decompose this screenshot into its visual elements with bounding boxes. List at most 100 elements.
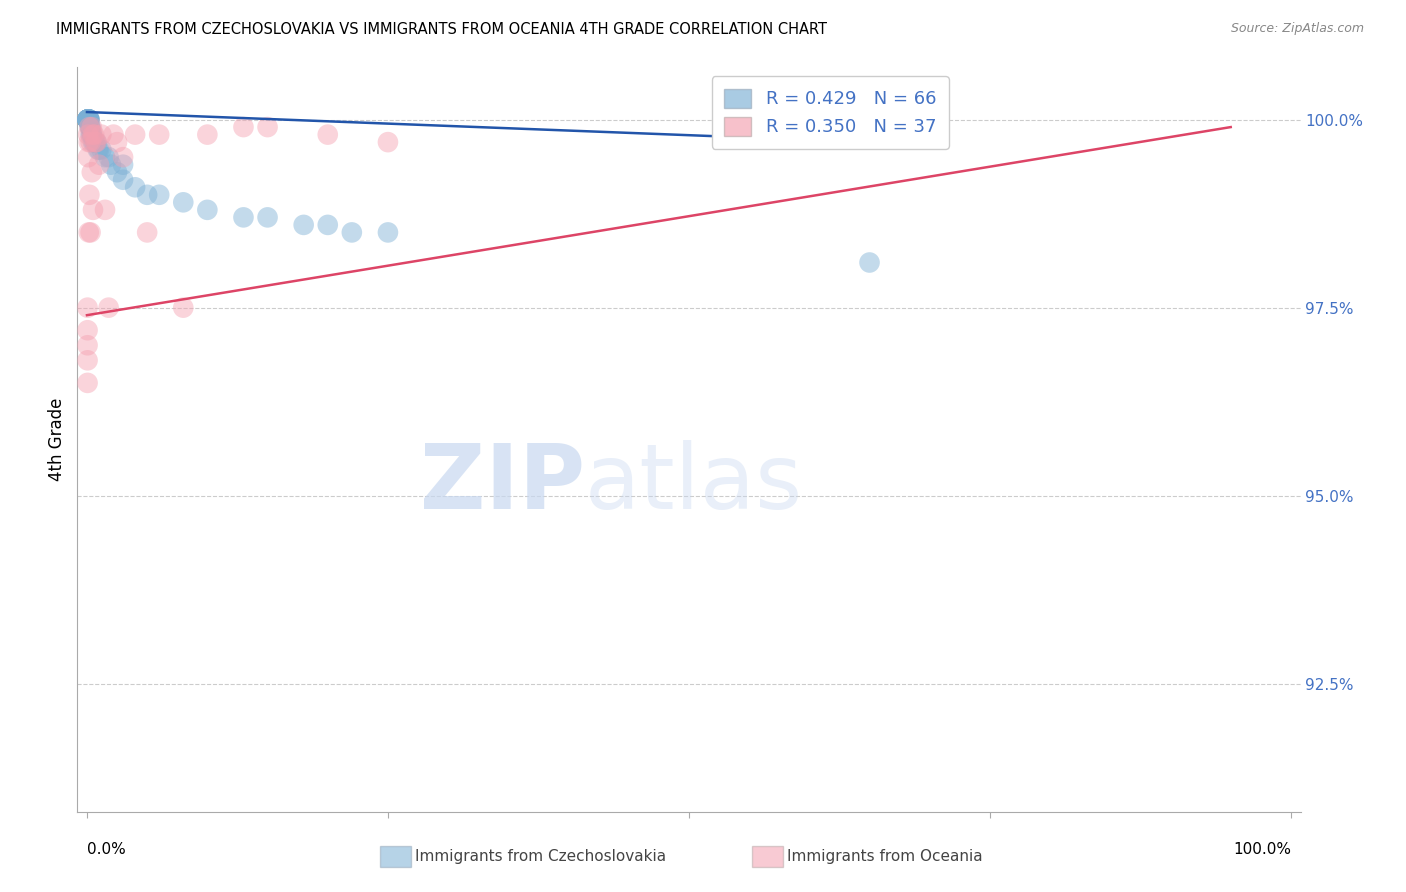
Point [87,143,110,157]
Point [100,158,122,172]
Point [84,135,107,149]
Point [77,112,100,127]
Point [77,112,100,127]
Point [136,226,159,240]
Point [105,135,128,149]
Point [77,112,100,127]
Point [77,112,100,127]
Point [94,150,117,164]
Point [79,120,101,134]
Point [148,128,170,142]
Point [80,165,103,179]
Point [76,112,98,127]
Point [82,202,104,217]
Point [316,128,339,142]
Point [76,353,98,368]
Text: Immigrants from Czechoslovakia: Immigrants from Czechoslovakia [415,849,666,863]
Point [77,112,100,127]
Point [172,301,194,315]
Point [90,128,112,142]
Point [97,150,120,164]
Point [112,158,135,172]
Point [77,112,100,127]
Point [79,128,101,142]
Point [79,187,101,202]
Text: 0.0%: 0.0% [87,842,125,857]
Point [76,112,98,127]
Point [112,173,135,187]
Point [858,255,880,269]
Point [79,120,101,134]
Point [195,128,218,142]
Legend: R = 0.429   N = 66, R = 0.350   N = 37: R = 0.429 N = 66, R = 0.350 N = 37 [711,76,949,149]
Point [172,195,194,210]
Point [377,226,399,240]
Text: Immigrants from Oceania: Immigrants from Oceania [787,849,983,863]
Point [82,135,104,149]
Y-axis label: 4th Grade: 4th Grade [48,398,66,481]
Point [80,128,103,142]
Point [76,112,98,127]
Point [83,128,105,142]
Point [316,218,339,232]
Point [86,135,108,149]
Point [94,202,117,217]
Point [90,143,112,157]
Point [76,112,98,127]
Point [77,226,100,240]
Point [77,112,100,127]
Point [232,211,254,225]
Point [79,135,101,149]
Point [105,165,128,179]
Point [232,120,254,134]
Point [76,112,98,127]
Point [195,202,218,217]
Point [80,120,103,134]
Text: Source: ZipAtlas.com: Source: ZipAtlas.com [1230,22,1364,36]
Point [79,120,101,134]
Point [148,187,170,202]
Text: ZIP: ZIP [420,440,585,528]
Point [87,143,110,157]
Point [82,128,104,142]
Point [97,301,120,315]
Point [77,112,100,127]
Text: IMMIGRANTS FROM CZECHOSLOVAKIA VS IMMIGRANTS FROM OCEANIA 4TH GRADE CORRELATION : IMMIGRANTS FROM CZECHOSLOVAKIA VS IMMIGR… [56,22,827,37]
Point [77,128,100,142]
Text: 100.0%: 100.0% [1233,842,1291,857]
Point [79,120,101,134]
Point [76,112,98,127]
Point [77,112,100,127]
Point [79,226,101,240]
Point [103,128,125,142]
Point [858,120,880,134]
Point [86,135,108,149]
Point [79,112,101,127]
Point [124,128,146,142]
Point [84,135,107,149]
Point [77,135,100,149]
Point [76,338,98,352]
Point [76,323,98,337]
Point [377,135,399,149]
Point [136,187,159,202]
Point [76,112,98,127]
Point [79,112,101,127]
Point [87,158,110,172]
Point [340,226,363,240]
Point [83,135,105,149]
Point [76,376,98,390]
Point [76,112,98,127]
Point [77,112,100,127]
Point [256,120,278,134]
Point [112,150,135,164]
Point [80,128,103,142]
Point [77,112,100,127]
Text: atlas: atlas [585,440,803,528]
Point [77,112,100,127]
Point [76,301,98,315]
Point [256,211,278,225]
Point [77,112,100,127]
Point [76,112,98,127]
Point [124,180,146,194]
